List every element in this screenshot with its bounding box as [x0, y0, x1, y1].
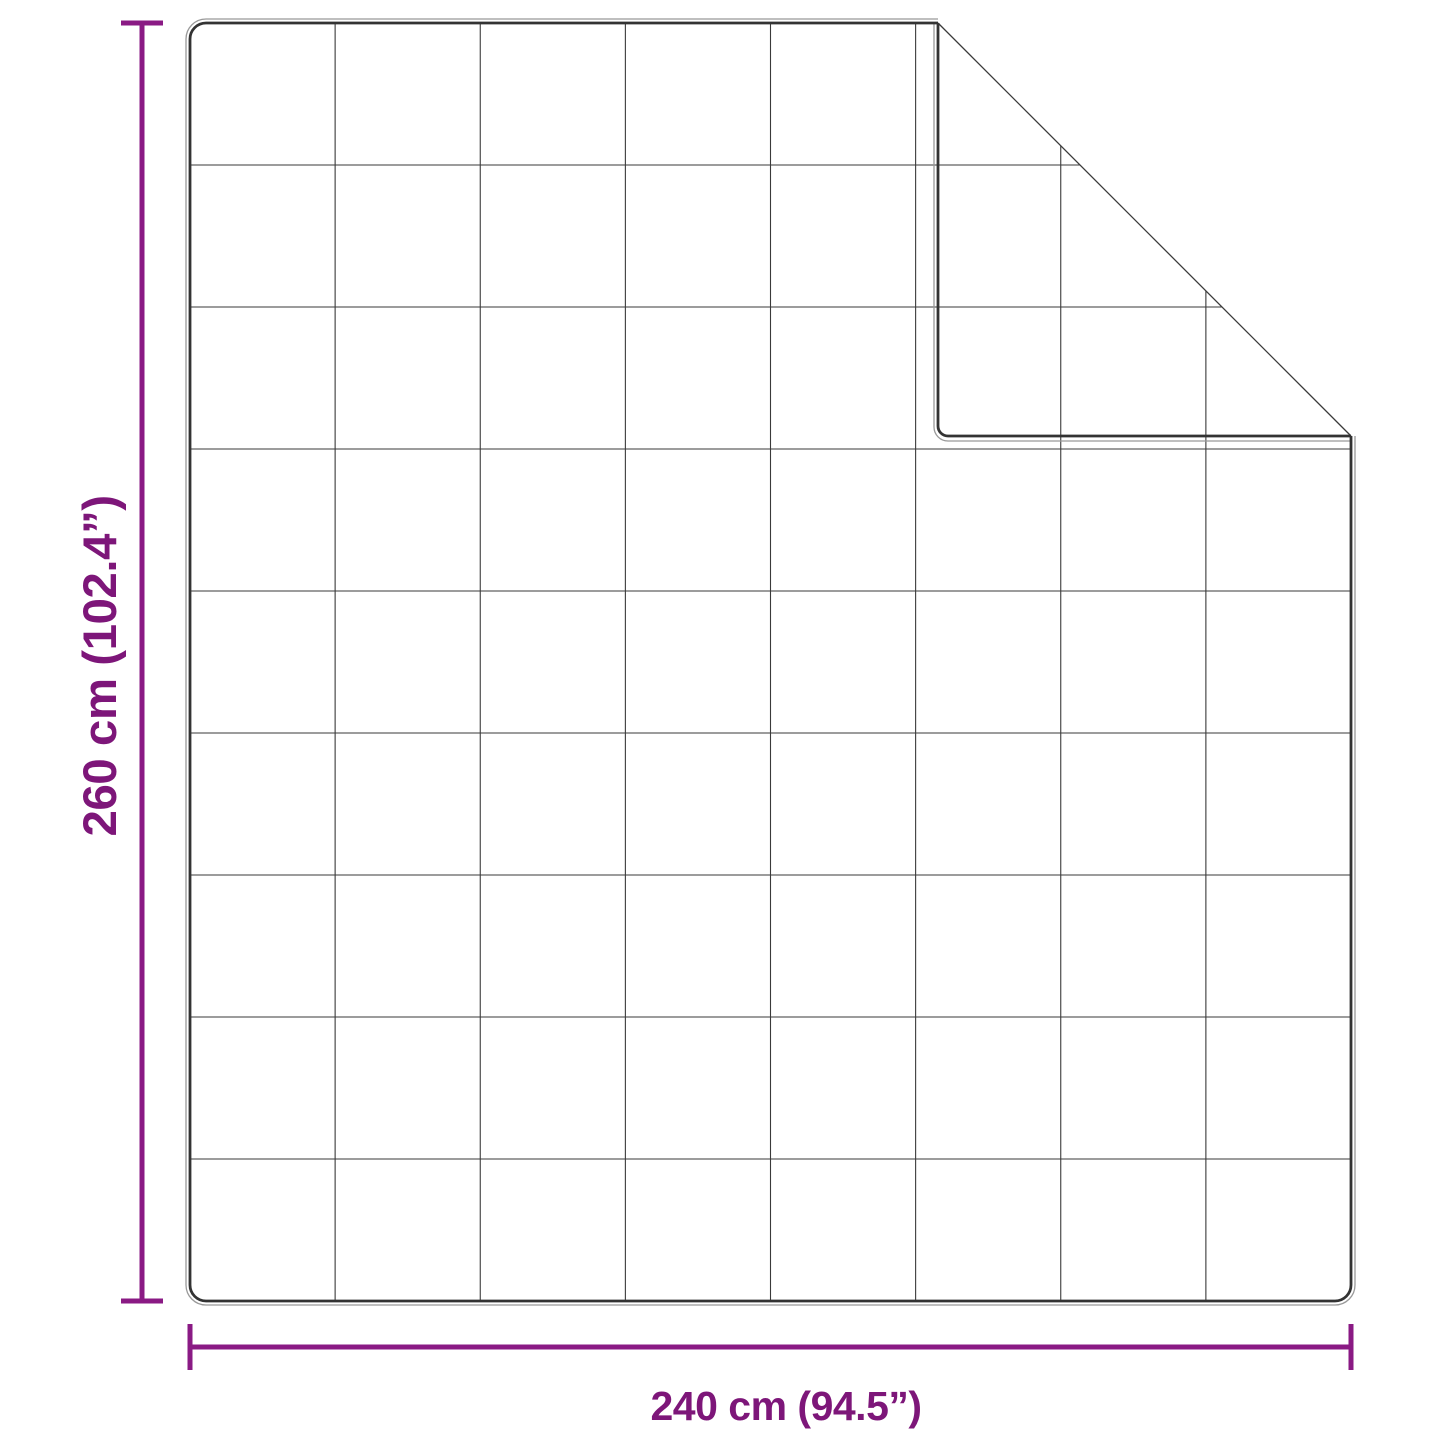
svg-text:240 cm (94.5”): 240 cm (94.5”): [650, 1383, 921, 1429]
svg-text:260 cm (102.4”): 260 cm (102.4”): [74, 495, 127, 836]
